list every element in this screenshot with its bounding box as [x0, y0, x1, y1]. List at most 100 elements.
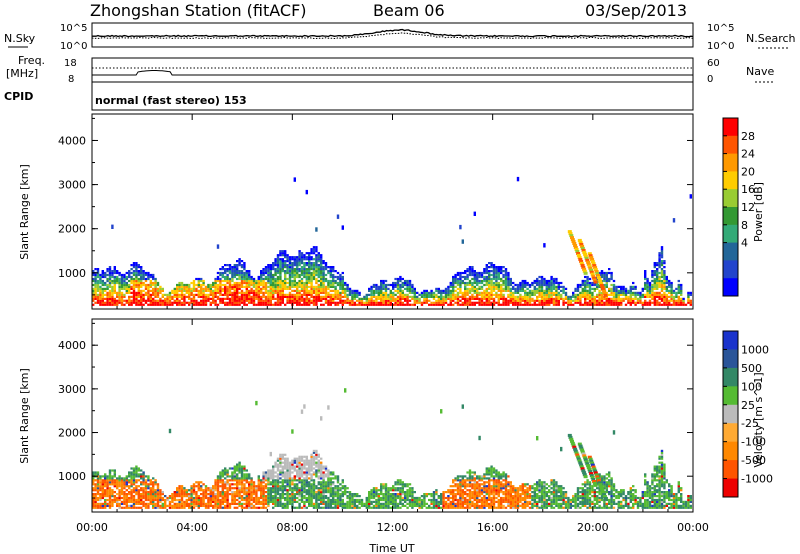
echo-cell — [555, 301, 558, 304]
echo-cell — [298, 289, 301, 292]
echo-cell — [490, 266, 493, 269]
echo-cell — [108, 303, 112, 306]
echo-cell — [514, 289, 517, 292]
echo-cell — [135, 479, 138, 482]
echo-cell — [116, 504, 119, 507]
echo-cell — [548, 303, 551, 306]
echo-cell — [154, 277, 157, 281]
echo-cell — [188, 301, 191, 304]
echo-cell — [298, 275, 301, 279]
echo-cell — [128, 287, 131, 290]
echo-cell — [149, 295, 152, 298]
echo-cell — [384, 301, 388, 304]
colorbar-tick-label: 20 — [741, 165, 755, 178]
echo-cell — [447, 287, 450, 290]
echo-cell — [125, 289, 128, 292]
echo-cell — [324, 273, 328, 277]
echo-cell — [113, 491, 116, 494]
echo-cell — [274, 491, 277, 494]
echo-cell — [550, 289, 553, 292]
echo-cell — [154, 301, 157, 304]
echo-cell — [312, 471, 316, 474]
echo-cell — [166, 496, 169, 500]
echo-cell — [322, 491, 325, 494]
echo-cell — [238, 467, 241, 470]
echo-cell — [315, 285, 318, 288]
echo-cell — [200, 289, 203, 292]
echo-cell — [432, 293, 436, 296]
echo-cell — [104, 491, 107, 494]
echo-cell — [528, 297, 532, 300]
echo-cell — [216, 496, 220, 500]
echo-cell — [106, 498, 109, 502]
echo-cell — [108, 471, 112, 474]
echo-cell — [281, 260, 284, 263]
echo-cell — [212, 485, 215, 488]
echo-cell — [144, 479, 148, 482]
echo-cell — [339, 495, 342, 498]
echo-cell — [286, 506, 289, 509]
echo-cell — [142, 495, 145, 498]
echo-cell — [240, 289, 244, 292]
echo-cell — [262, 270, 265, 273]
echo-cell — [284, 485, 287, 488]
echo-cell — [680, 293, 683, 296]
echo-cell — [680, 297, 683, 300]
echo-cell — [464, 281, 467, 285]
echo-cell — [617, 285, 620, 288]
echo-cell — [305, 277, 308, 281]
echo-cell — [226, 275, 229, 279]
echo-cell — [598, 285, 601, 288]
echo-cell — [524, 285, 527, 288]
echo-cell — [144, 489, 148, 492]
echo-cell — [348, 299, 352, 302]
echo-cell — [262, 489, 265, 492]
echo-cell — [274, 291, 277, 294]
echo-cell — [600, 303, 604, 306]
echo-cell — [214, 500, 217, 503]
echo-cell — [274, 285, 277, 288]
echo-cell — [92, 498, 95, 502]
echo-cell — [382, 301, 385, 304]
echo-cell — [466, 301, 469, 304]
echo-cell — [288, 262, 292, 265]
echo-cell — [317, 471, 320, 474]
echo-cell — [101, 295, 104, 298]
echo-cell — [224, 485, 227, 488]
freq-series — [92, 70, 693, 76]
echo-cell — [675, 295, 678, 298]
echo-cell — [173, 301, 176, 304]
echo-cell — [123, 506, 126, 509]
echo-cell — [166, 295, 169, 298]
colorbar-segment — [723, 260, 738, 279]
echo-cell — [224, 504, 227, 507]
echo-cell — [660, 246, 664, 249]
echo-cell — [437, 287, 440, 290]
echo-cell — [149, 500, 152, 503]
echo-cell — [130, 475, 133, 478]
echo-cell — [639, 299, 642, 302]
echo-cell — [468, 273, 472, 277]
echo-cell — [298, 295, 301, 298]
echo-cell — [200, 293, 203, 296]
echo-cell — [461, 271, 464, 275]
echo-cell — [228, 485, 232, 488]
echo-cell — [272, 283, 275, 287]
echo-cell — [336, 295, 340, 298]
echo-cell — [248, 500, 251, 503]
echo-cell — [665, 297, 668, 300]
echo-cell — [322, 489, 325, 492]
echo-cell — [132, 289, 136, 292]
echo-cell — [687, 291, 690, 294]
echo-cell — [108, 285, 112, 288]
echo-cell — [279, 487, 282, 490]
echo-cell — [334, 270, 337, 273]
echo-cell — [238, 463, 241, 466]
echo-cell — [288, 256, 292, 259]
echo-cell — [255, 500, 258, 503]
echo-cell — [389, 291, 392, 294]
echo-cell — [339, 285, 342, 288]
echo-cell — [281, 250, 284, 253]
echo-cell — [219, 493, 222, 496]
echo-cell — [120, 293, 124, 296]
